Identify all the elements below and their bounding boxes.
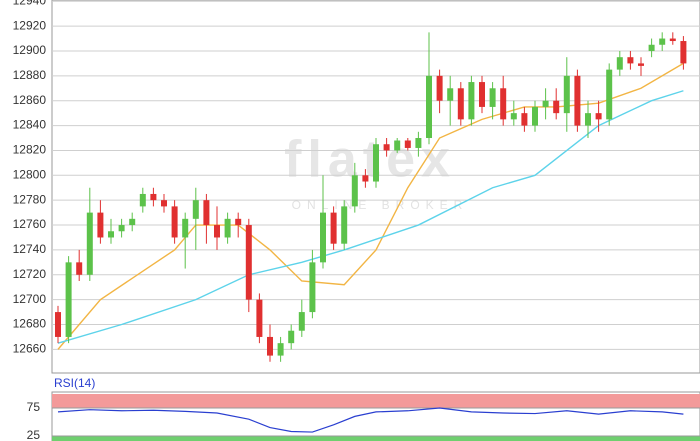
candle-body (574, 75, 581, 126)
candle-body (224, 218, 231, 238)
candle-body (182, 218, 189, 238)
y-tick-label: 12820 (13, 143, 47, 157)
candle-body (553, 100, 560, 114)
candle-body (383, 144, 390, 151)
candle-body (659, 38, 666, 45)
candle-body (373, 144, 379, 182)
candle-body (426, 75, 432, 139)
candle-body (330, 212, 337, 244)
candle-body (245, 225, 252, 300)
y-tick-label: 12880 (13, 68, 47, 82)
watermark: flatex (284, 131, 456, 189)
candle-body (510, 113, 517, 120)
y-tick-label: 12840 (13, 118, 47, 132)
candle-body (489, 88, 496, 107)
candle-body (468, 82, 475, 120)
candle-body (298, 312, 305, 331)
y-tick-label: 12760 (13, 217, 47, 231)
y-tick-label: 12900 (13, 43, 47, 57)
y-tick-label: 75 (27, 400, 41, 414)
candle-body (669, 38, 676, 42)
rsi-line (57, 407, 684, 433)
candle-body (277, 343, 284, 356)
candle-body (267, 336, 273, 356)
candle-body (627, 57, 634, 64)
candle-body (150, 193, 157, 201)
candle-body (436, 75, 443, 101)
candle-body (638, 63, 644, 66)
candle-body (532, 106, 538, 126)
candle-body (351, 175, 358, 207)
candle-body (118, 225, 125, 232)
candle-body (341, 206, 348, 244)
candle-body (394, 140, 401, 151)
moving-average (57, 90, 684, 344)
candle-body (86, 212, 93, 275)
y-tick-label: 12680 (13, 317, 47, 331)
candle-body (76, 262, 83, 275)
candle-body (214, 225, 220, 238)
candle-body (362, 175, 369, 182)
overbought-zone (52, 394, 700, 408)
rsi-title: RSI(14) (54, 376, 95, 390)
candle-body (97, 212, 104, 238)
candle-body (309, 262, 316, 313)
candle-body (320, 212, 326, 263)
candle-body (129, 218, 136, 226)
candle-body (595, 113, 602, 120)
candle-body (108, 231, 114, 238)
candle-body (563, 75, 570, 114)
oversold-zone (52, 435, 700, 441)
y-tick-label: 12860 (13, 93, 47, 107)
candle-body (203, 200, 210, 226)
candle-body (256, 299, 263, 337)
candle-body (479, 82, 485, 107)
y-tick-label: 25 (27, 428, 41, 441)
candle-body (616, 57, 623, 70)
y-tick-label: 12740 (13, 242, 47, 256)
candle-body (235, 218, 242, 226)
y-tick-label: 12940 (13, 0, 47, 7)
candle-body (171, 206, 178, 238)
y-tick-label: 12800 (13, 167, 47, 181)
candle-body (680, 41, 687, 64)
candle-body (161, 200, 167, 207)
candle-body (542, 100, 549, 107)
candle-body (415, 138, 422, 148)
candle-body (500, 88, 507, 120)
candle-body (288, 330, 295, 344)
y-tick-label: 12780 (13, 192, 47, 206)
y-tick-label: 12720 (13, 267, 47, 281)
y-tick-label: 12920 (13, 18, 47, 32)
candle-body (457, 88, 464, 120)
candle-body (55, 312, 61, 337)
watermark-sub: ONLINE BROKER (292, 198, 469, 212)
candle-body (65, 262, 72, 337)
candle-body (521, 113, 528, 126)
candle-body (192, 200, 199, 219)
candle-body (447, 88, 454, 101)
y-tick-label: 12660 (13, 342, 47, 356)
candle-body (404, 140, 411, 148)
candle-body (585, 113, 591, 126)
y-tick-label: 12700 (13, 292, 47, 306)
candle-body (648, 44, 655, 51)
candle-body (606, 69, 613, 120)
moving-average (57, 62, 684, 350)
candle-body (139, 193, 146, 207)
